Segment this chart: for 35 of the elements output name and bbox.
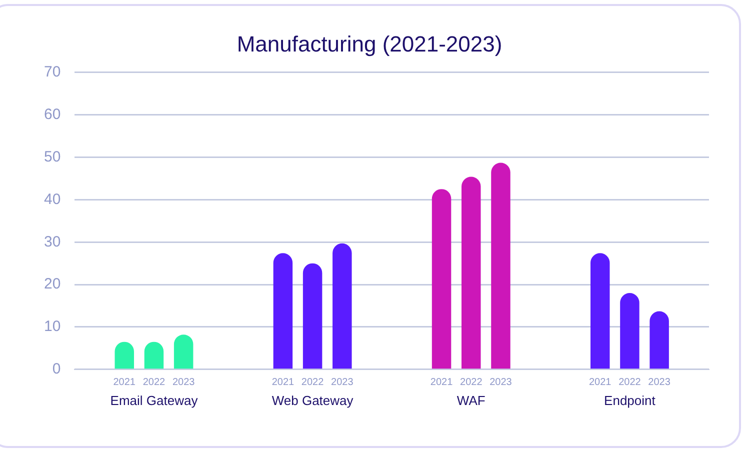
y-tick-label: 20	[44, 276, 61, 293]
bar	[491, 162, 510, 369]
series-label: 2023	[648, 377, 671, 388]
text: 2023	[331, 377, 354, 388]
text: 2023	[172, 377, 195, 388]
x-tick-label: Email Gateway	[110, 392, 198, 408]
bar	[432, 189, 452, 369]
text: 2021	[588, 377, 612, 388]
chart-title: Manufacturing (2021-2023)	[236, 31, 502, 56]
bar	[590, 253, 610, 369]
y-tick-label: 50	[44, 148, 61, 166]
text: 2021	[272, 377, 294, 388]
y-tick-label: 70	[44, 64, 61, 81]
text: 2022	[618, 377, 641, 388]
x-tick-label: Endpoint	[604, 392, 656, 408]
x-tick-label: Web Gateway	[272, 392, 354, 408]
bar	[174, 334, 194, 369]
text: 2023	[490, 377, 512, 388]
bar	[273, 253, 293, 369]
y-tick-label: 0	[52, 360, 61, 378]
bar	[332, 243, 352, 369]
bar	[620, 293, 640, 369]
y-tick-label: 60	[44, 106, 61, 123]
y-tick-label: 40	[44, 190, 61, 208]
y-tick-label: 10	[44, 318, 61, 336]
bar	[302, 263, 322, 369]
bar	[462, 176, 481, 369]
text: 2021	[430, 377, 453, 388]
series-label: 2022	[142, 377, 166, 388]
y-tick-label: 30	[44, 233, 61, 250]
text: 2022	[301, 377, 324, 388]
bar	[650, 311, 669, 369]
x-tick-label: WAF	[456, 392, 486, 408]
series-label: 2021	[113, 377, 136, 388]
text: 2022	[460, 377, 482, 388]
